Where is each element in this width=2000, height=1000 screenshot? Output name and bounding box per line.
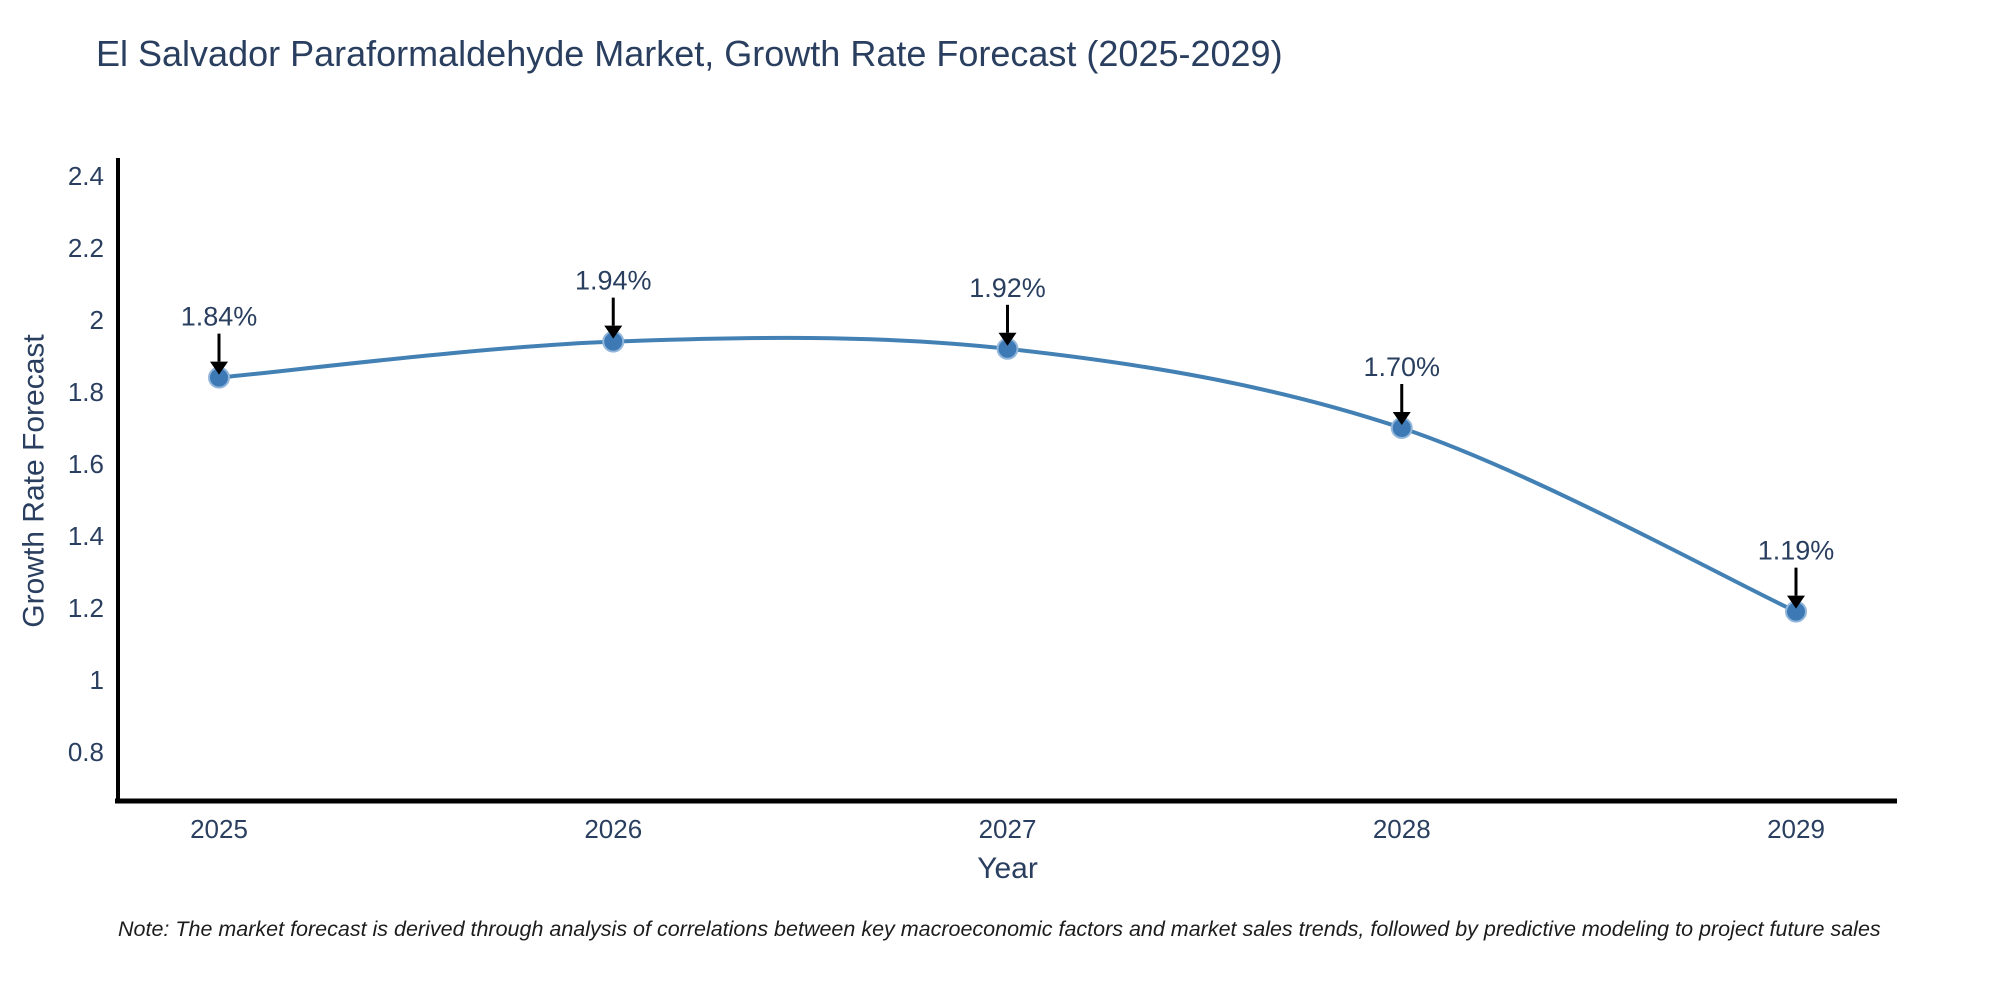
chart-title: El Salvador Paraformaldehyde Market, Gro… xyxy=(96,33,1283,74)
y-axis-title: Growth Rate Forecast xyxy=(17,334,51,628)
y-tick-label: 1.2 xyxy=(68,593,104,623)
annotation-label: 1.84% xyxy=(181,302,258,332)
y-tick-label: 1.8 xyxy=(68,377,104,407)
x-tick-label: 2028 xyxy=(1373,814,1431,844)
y-tick-label: 0.8 xyxy=(68,737,104,767)
y-tick-label: 2 xyxy=(90,305,104,335)
series-line xyxy=(217,335,1798,614)
x-tick-label: 2027 xyxy=(979,814,1037,844)
annotation-arrowhead-icon xyxy=(210,361,228,375)
x-tick-label: 2025 xyxy=(190,814,248,844)
x-tick-label: 2029 xyxy=(1767,814,1825,844)
annotation-label: 1.70% xyxy=(1363,352,1440,382)
x-tick-label: 2026 xyxy=(584,814,642,844)
x-axis-title: Year xyxy=(977,852,1038,885)
annotation-label: 1.94% xyxy=(575,266,652,296)
y-tick-label: 2.4 xyxy=(68,161,104,191)
y-tick-label: 2.2 xyxy=(68,233,104,263)
y-tick-label: 1.6 xyxy=(68,449,104,479)
annotation-arrowhead-icon xyxy=(604,325,623,339)
y-tick-label: 1 xyxy=(90,665,104,695)
annotation-label: 1.19% xyxy=(1758,536,1835,566)
annotation-arrowhead-icon xyxy=(1787,595,1805,609)
y-tick-label: 1.4 xyxy=(68,521,104,551)
footnote: Note: The market forecast is derived thr… xyxy=(118,917,1881,941)
annotation-label: 1.92% xyxy=(969,273,1046,303)
annotation-arrowhead-icon xyxy=(1392,412,1411,426)
annotation-arrowhead-icon xyxy=(998,332,1017,346)
